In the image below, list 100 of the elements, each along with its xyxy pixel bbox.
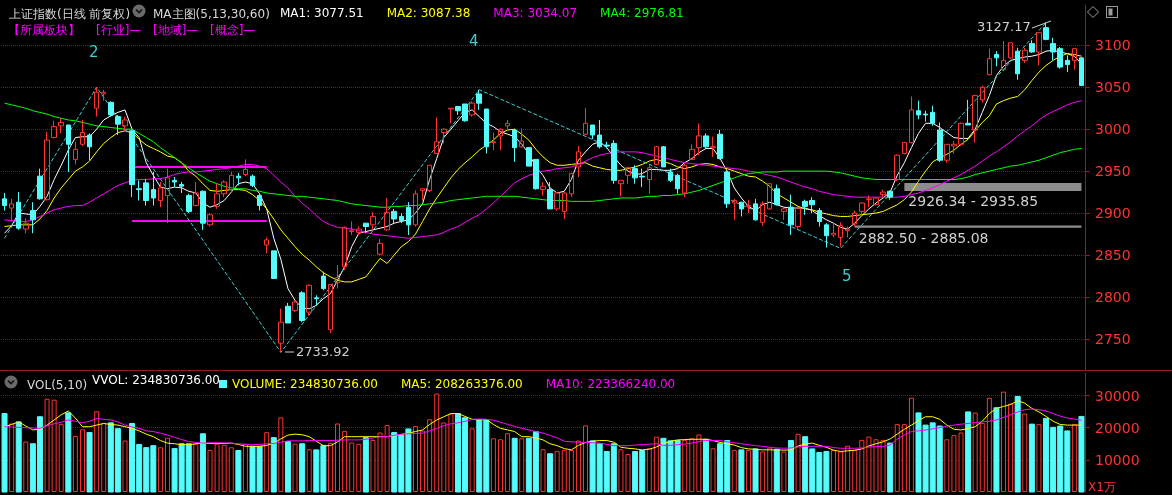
bar [767, 447, 773, 492]
annotation: VVOL: 234830736.00 [92, 373, 220, 387]
bar [887, 442, 894, 493]
candlestick [505, 119, 510, 131]
bar [731, 449, 737, 492]
y-tick-label: 3050 [1095, 79, 1131, 96]
candlestick [781, 205, 787, 221]
bar [1078, 415, 1085, 493]
bar [23, 441, 29, 492]
line-series [4, 400, 1082, 452]
bar [469, 428, 475, 492]
candlestick [1065, 54, 1070, 73]
bar [434, 393, 440, 492]
annotation: 【所属板块】 [8, 23, 80, 37]
bar [65, 412, 72, 493]
candlestick [880, 189, 886, 198]
bar [993, 407, 1000, 493]
candlestick [186, 193, 192, 214]
bar [86, 432, 93, 493]
candlestick [399, 212, 404, 224]
candlestick [2, 192, 7, 212]
candlestick [1079, 56, 1084, 87]
candlestick [739, 201, 744, 217]
candlestick [420, 188, 425, 202]
bar [965, 411, 972, 493]
annotation: 2733.92 [296, 344, 350, 359]
candlestick [1008, 42, 1013, 60]
candlestick [257, 193, 262, 212]
bar [327, 443, 333, 492]
bar [540, 449, 546, 492]
candlestick [441, 127, 447, 144]
bar [1014, 395, 1021, 493]
text: VOL(5,10) [27, 378, 88, 392]
candlestick [958, 121, 964, 147]
candlestick [278, 308, 284, 353]
candlestick [859, 201, 865, 217]
candlestick [894, 153, 900, 182]
y-tick-label: 20000 [1095, 419, 1140, 436]
candlestick [512, 128, 517, 163]
candlestick [285, 302, 291, 324]
text: MA2: 3087.38 [386, 6, 471, 20]
bar [859, 439, 865, 492]
bar [505, 433, 511, 492]
bar [710, 448, 716, 492]
bar [441, 422, 447, 492]
candlestick [23, 217, 29, 234]
y-tick-label: 30000 [1095, 387, 1140, 404]
candlestick [647, 164, 652, 195]
candlestick [1036, 32, 1042, 66]
bar [264, 432, 270, 492]
bar [738, 449, 745, 493]
bar [830, 449, 836, 492]
candlestick [448, 107, 454, 124]
y-tick-label: 3000 [1095, 121, 1131, 138]
candlestick [214, 182, 220, 210]
line-series [4, 408, 1082, 449]
bar [270, 437, 277, 493]
bar [682, 439, 688, 492]
candlestick [625, 166, 631, 185]
text: MA4: 2976.81 [600, 6, 684, 20]
text: MA3: 3034.07 [493, 6, 578, 20]
candlestick [554, 191, 560, 212]
candlestick [179, 181, 184, 194]
candlestick [37, 168, 43, 201]
candlestick [909, 95, 914, 144]
candlestick [108, 100, 114, 118]
bar [781, 451, 787, 492]
bar [901, 424, 907, 492]
bar [908, 397, 914, 492]
candlestick [306, 283, 312, 316]
candlestick [328, 283, 333, 334]
candlestick [101, 89, 106, 102]
candlestick [236, 172, 241, 186]
bar [561, 449, 567, 492]
chart-subtitle: MA主图(5,13,30,60) [153, 7, 270, 21]
candlestick [44, 131, 50, 202]
bar [221, 444, 227, 492]
candlestick [469, 100, 475, 118]
bar [157, 447, 163, 492]
bar [299, 443, 306, 493]
candlestick [661, 145, 666, 168]
text: MA1: 3077.51 [280, 6, 364, 20]
annotation: [行业]— [96, 23, 142, 37]
candlestick [817, 207, 822, 228]
candlestick [795, 206, 801, 230]
y-tick-label: 3100 [1095, 37, 1131, 54]
bar [696, 434, 702, 492]
candlestick [696, 122, 702, 156]
text: MA10: 223366240.00 [545, 377, 676, 391]
annotation: 3127.17 [977, 19, 1031, 34]
bar [292, 443, 298, 492]
candlestick [675, 173, 680, 195]
bar [944, 439, 950, 492]
bar [547, 453, 554, 493]
candlestick [965, 99, 971, 126]
candlestick [703, 132, 709, 149]
bar [773, 448, 780, 493]
candlestick [980, 85, 985, 103]
bar [448, 413, 454, 492]
candlestick [845, 226, 850, 238]
